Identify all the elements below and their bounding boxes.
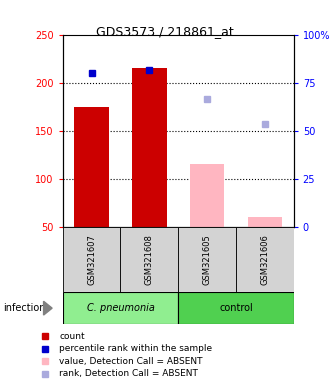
Bar (248, 217, 282, 227)
Text: GSM321605: GSM321605 (203, 234, 212, 285)
Text: GSM321607: GSM321607 (87, 234, 96, 285)
Bar (132, 68, 167, 227)
Bar (190, 164, 224, 227)
Bar (74, 107, 109, 227)
Text: GSM321608: GSM321608 (145, 234, 154, 285)
Text: GDS3573 / 218861_at: GDS3573 / 218861_at (96, 25, 234, 38)
Text: GSM321606: GSM321606 (260, 234, 269, 285)
Text: value, Detection Call = ABSENT: value, Detection Call = ABSENT (59, 357, 203, 366)
Text: percentile rank within the sample: percentile rank within the sample (59, 344, 213, 353)
Bar (63, 292, 178, 324)
Text: C. pneumonia: C. pneumonia (86, 303, 154, 313)
Text: infection: infection (3, 303, 46, 313)
Bar (178, 292, 294, 324)
Polygon shape (44, 301, 52, 315)
Text: count: count (59, 332, 85, 341)
Bar (178, 227, 236, 292)
Bar (120, 227, 178, 292)
Text: control: control (219, 303, 253, 313)
Bar (63, 227, 120, 292)
Bar (236, 227, 294, 292)
Text: rank, Detection Call = ABSENT: rank, Detection Call = ABSENT (59, 369, 198, 378)
